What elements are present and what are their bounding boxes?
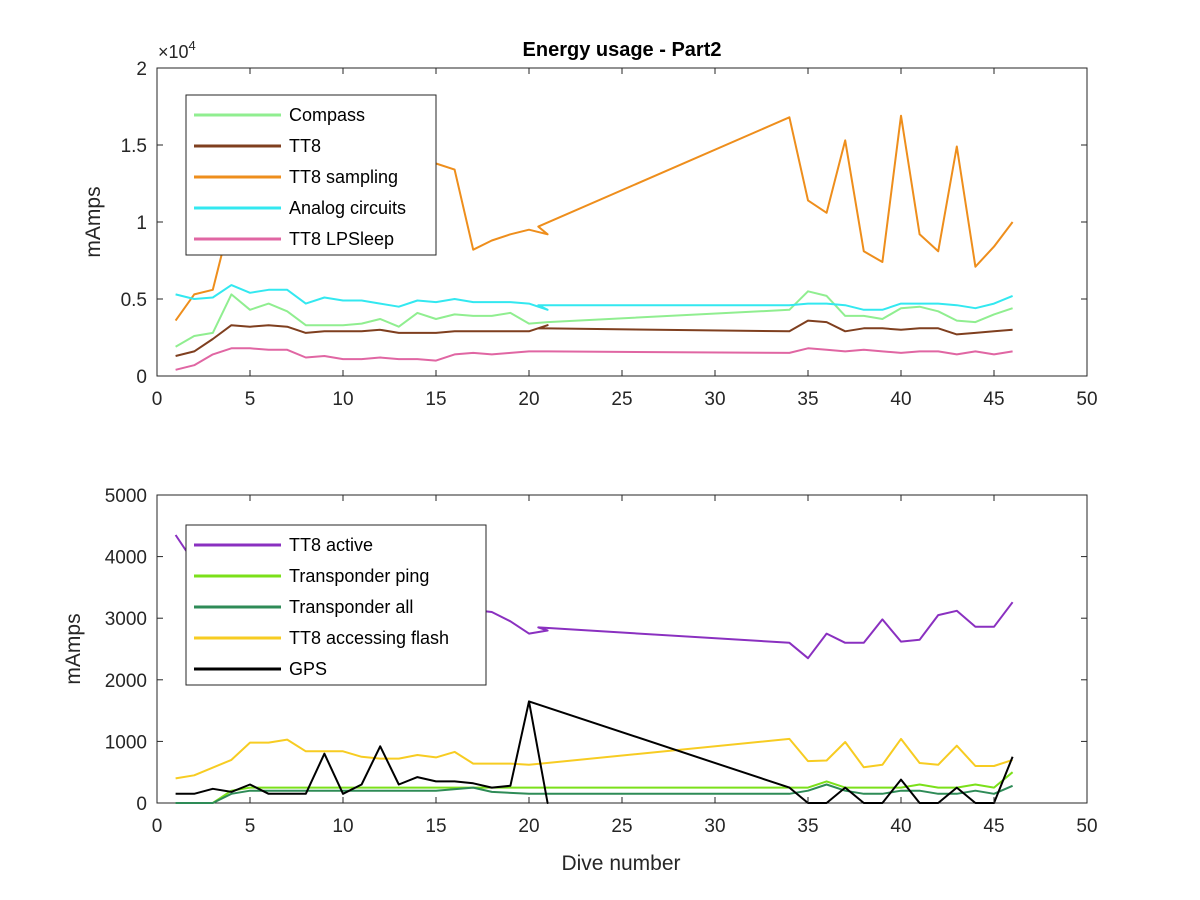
series-line-gps bbox=[175, 700, 1014, 804]
top-x-tick-label: 25 bbox=[611, 389, 632, 410]
series-line-analog-circuits bbox=[175, 284, 1013, 311]
top-chart-title: Energy usage - Part2 bbox=[523, 39, 722, 61]
top-x-axis: 0 5 10 15 20 25 30 35 40 45 50 bbox=[152, 68, 1098, 410]
bottom-y-axis-label: mAmps bbox=[62, 613, 85, 684]
legend-label-tt8-lpsleep: TT8 LPSleep bbox=[289, 229, 394, 249]
bottom-y-tick-label: 5000 bbox=[105, 486, 147, 507]
bottom-y-tick-label: 4000 bbox=[105, 548, 147, 569]
bottom-x-axis: 0 5 10 15 20 25 30 35 40 45 50 bbox=[152, 495, 1098, 837]
bottom-y-axis: 0 1000 2000 3000 4000 5000 bbox=[105, 486, 1087, 815]
series-line-tt8-accessing-flash bbox=[175, 737, 1013, 780]
bottom-x-tick-label: 20 bbox=[518, 816, 539, 837]
legend-label-analog-circuits: Analog circuits bbox=[289, 198, 406, 218]
bottom-y-tick-label: 3000 bbox=[105, 609, 147, 630]
top-y-tick-label: 0.5 bbox=[121, 290, 147, 311]
top-legend-box bbox=[185, 94, 437, 256]
top-x-tick-label: 30 bbox=[704, 389, 725, 410]
legend-label-transponder-ping: Transponder ping bbox=[289, 566, 429, 586]
series-line-compass bbox=[175, 290, 1013, 348]
series-line-transponder-ping bbox=[175, 771, 1014, 804]
legend-label-transponder-all: Transponder all bbox=[289, 597, 413, 617]
bottom-x-axis-label: Dive number bbox=[561, 852, 680, 875]
bottom-legend-box bbox=[185, 524, 487, 686]
top-y-exponent-base: ×10 bbox=[158, 42, 189, 62]
top-legend: Compass TT8 TT8 sampling Analog circuits TT8… bbox=[185, 94, 437, 256]
top-x-tick-label: 40 bbox=[890, 389, 911, 410]
bottom-legend: TT8 active Transponder ping Transponder al… bbox=[185, 524, 487, 686]
series-line-transponder-all bbox=[175, 783, 1013, 804]
top-y-axis-label: mAmps bbox=[82, 186, 105, 257]
top-series-group bbox=[174, 114, 1014, 371]
series-line-tt8 bbox=[175, 319, 1013, 357]
legend-label-tt8: TT8 bbox=[289, 136, 321, 156]
top-x-tick-label: 45 bbox=[983, 389, 1004, 410]
bottom-x-tick-label: 40 bbox=[890, 816, 911, 837]
legend-label-tt8-active: TT8 active bbox=[289, 535, 373, 555]
bottom-series-group bbox=[174, 534, 1014, 804]
bottom-x-tick-label: 35 bbox=[797, 816, 818, 837]
top-y-tick-label: 2 bbox=[136, 59, 147, 80]
bottom-x-tick-label: 0 bbox=[152, 816, 163, 837]
bottom-x-tick-label: 25 bbox=[611, 816, 632, 837]
legend-label-tt8-sampling: TT8 sampling bbox=[289, 167, 398, 187]
series-line-tt8-active bbox=[174, 534, 1014, 660]
top-x-tick-label: 0 bbox=[152, 389, 163, 410]
legend-label-tt8-accessing-flash: TT8 accessing flash bbox=[289, 628, 449, 648]
series-line-tt8-lpsleep bbox=[175, 347, 1013, 371]
top-y-tick-label: 1.5 bbox=[121, 136, 147, 157]
top-y-tick-label: 0 bbox=[136, 367, 147, 388]
top-chart: 0 5 10 15 20 25 30 35 40 45 50 0 0.5 1 1.5 2 Energy us… bbox=[82, 38, 1098, 410]
top-y-exponent-power: 4 bbox=[189, 38, 196, 53]
bottom-x-tick-label: 5 bbox=[245, 816, 256, 837]
top-y-axis: 0 0.5 1 1.5 2 bbox=[121, 59, 1087, 388]
legend-label-compass: Compass bbox=[289, 105, 365, 125]
top-x-tick-label: 10 bbox=[332, 389, 353, 410]
bottom-x-tick-label: 50 bbox=[1076, 816, 1097, 837]
top-x-tick-label: 5 bbox=[245, 389, 256, 410]
bottom-y-tick-label: 2000 bbox=[105, 671, 147, 692]
bottom-x-tick-label: 15 bbox=[425, 816, 446, 837]
top-x-tick-label: 50 bbox=[1076, 389, 1097, 410]
bottom-x-tick-label: 10 bbox=[332, 816, 353, 837]
bottom-x-tick-label: 30 bbox=[704, 816, 725, 837]
top-y-exponent: ×104 bbox=[158, 38, 196, 62]
bottom-chart: 0 5 10 15 20 25 30 35 40 45 50 0 1000 2000 3000 4000 50… bbox=[62, 486, 1098, 875]
top-x-tick-label: 15 bbox=[425, 389, 446, 410]
top-y-tick-label: 1 bbox=[136, 213, 147, 234]
bottom-y-tick-label: 1000 bbox=[105, 732, 147, 753]
bottom-x-tick-label: 45 bbox=[983, 816, 1004, 837]
top-x-tick-label: 35 bbox=[797, 389, 818, 410]
legend-label-gps: GPS bbox=[289, 659, 327, 679]
bottom-y-tick-label: 0 bbox=[136, 794, 147, 815]
top-x-tick-label: 20 bbox=[518, 389, 539, 410]
